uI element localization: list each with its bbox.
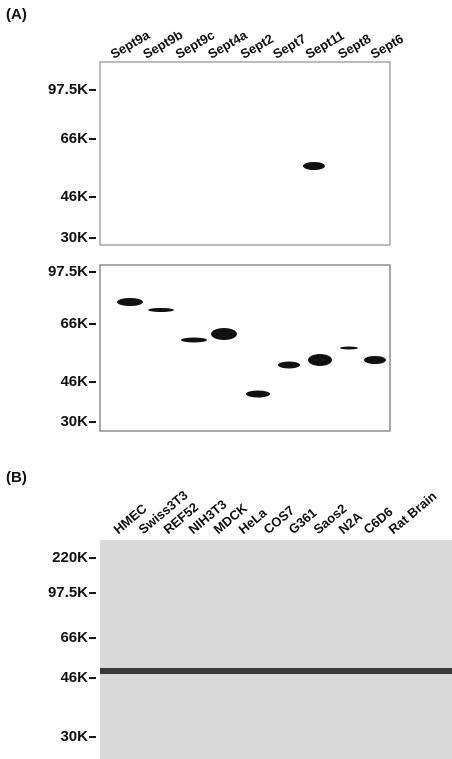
band xyxy=(246,390,270,398)
marker-label: 46K xyxy=(60,188,88,205)
band xyxy=(211,328,237,340)
marker-label: 97.5K xyxy=(48,81,88,98)
band xyxy=(148,308,174,312)
lane-label: Rat Brain xyxy=(385,488,439,537)
blot xyxy=(100,540,452,759)
band xyxy=(364,356,386,364)
lane-label: Sept6 xyxy=(368,31,406,62)
panel-label: (B) xyxy=(6,469,27,486)
bands xyxy=(117,298,386,398)
marker-label: 30K xyxy=(60,413,88,430)
marker-label: 66K xyxy=(60,130,88,147)
band xyxy=(303,162,325,170)
marker-label: 97.5K xyxy=(48,263,88,280)
marker-label: 46K xyxy=(60,669,88,686)
marker-label: 46K xyxy=(60,373,88,390)
band xyxy=(308,354,332,366)
panel-label: (A) xyxy=(6,6,27,23)
lane-label: Sept7 xyxy=(270,31,308,62)
marker-label: 220K xyxy=(52,549,88,566)
band xyxy=(340,346,358,350)
blot xyxy=(99,61,391,246)
band xyxy=(278,361,300,369)
marker-label: 30K xyxy=(60,229,88,246)
band xyxy=(181,337,207,343)
marker-label: 30K xyxy=(60,728,88,745)
marker-label: 66K xyxy=(60,315,88,332)
band xyxy=(117,298,143,306)
marker-label: 66K xyxy=(60,629,88,646)
marker-label: 97.5K xyxy=(48,584,88,601)
band xyxy=(100,668,452,674)
